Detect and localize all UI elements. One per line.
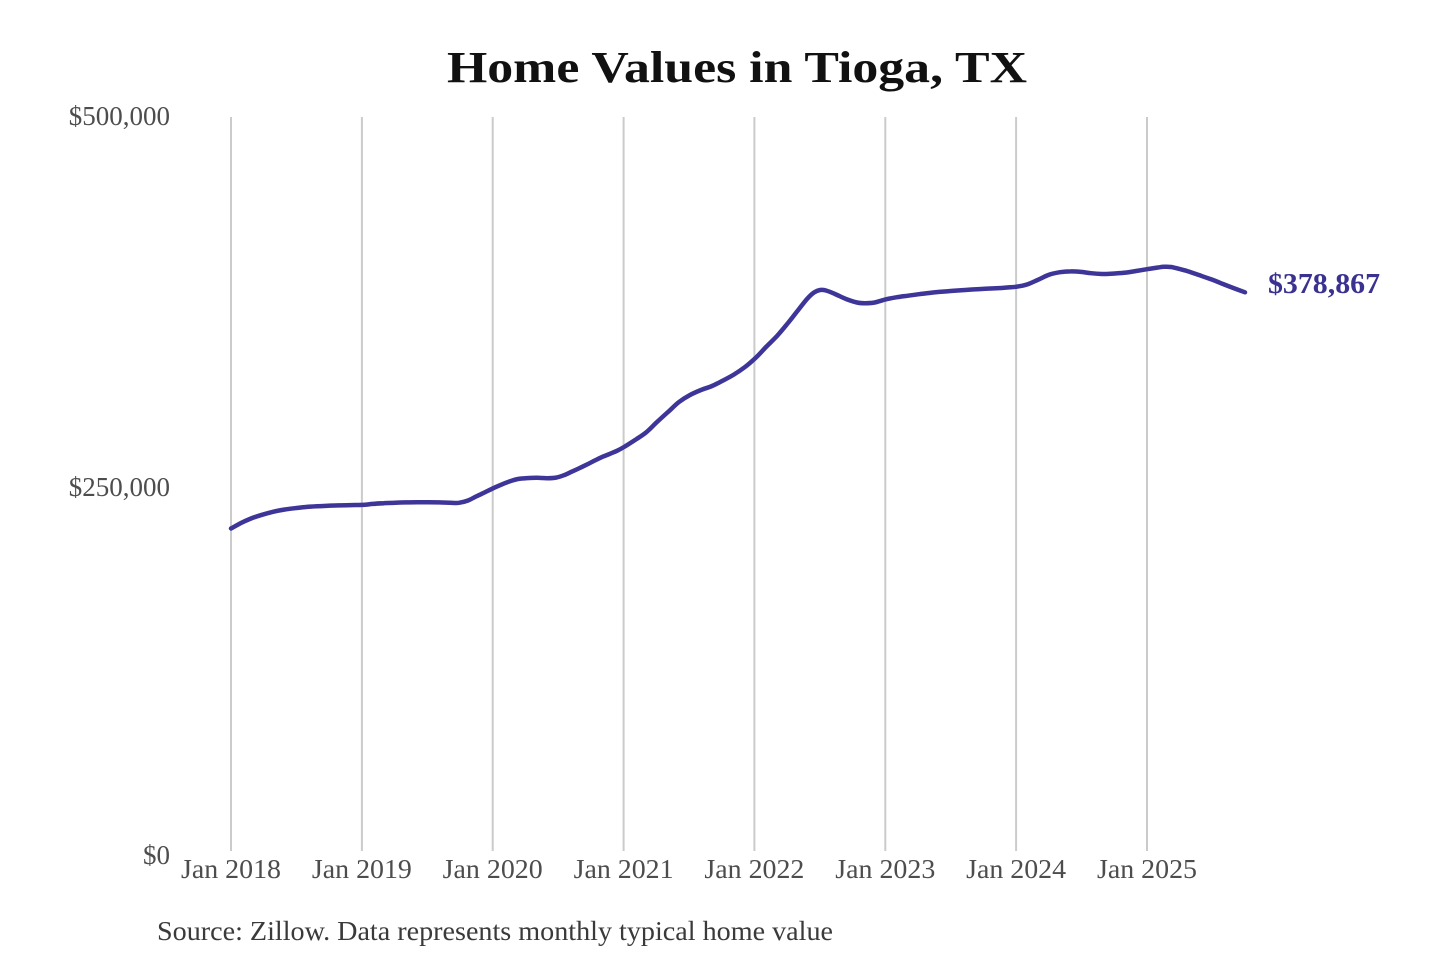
svg-text:Source: Zillow. Data represent: Source: Zillow. Data represents monthly … xyxy=(157,916,833,946)
svg-text:Home Values in Tioga, TX: Home Values in Tioga, TX xyxy=(447,43,1027,92)
svg-text:Jan 2021: Jan 2021 xyxy=(574,854,674,884)
svg-text:$378,867: $378,867 xyxy=(1268,269,1380,300)
svg-text:Jan 2024: Jan 2024 xyxy=(966,854,1067,884)
svg-text:Jan 2020: Jan 2020 xyxy=(443,854,543,884)
svg-text:$0: $0 xyxy=(143,840,170,870)
svg-text:$250,000: $250,000 xyxy=(69,472,170,502)
svg-text:Jan 2023: Jan 2023 xyxy=(835,854,935,884)
svg-text:Jan 2019: Jan 2019 xyxy=(312,854,412,884)
svg-text:Jan 2025: Jan 2025 xyxy=(1097,854,1197,884)
svg-text:Jan 2022: Jan 2022 xyxy=(704,854,804,884)
svg-text:Jan 2018: Jan 2018 xyxy=(181,854,281,884)
svg-text:$500,000: $500,000 xyxy=(69,101,170,131)
